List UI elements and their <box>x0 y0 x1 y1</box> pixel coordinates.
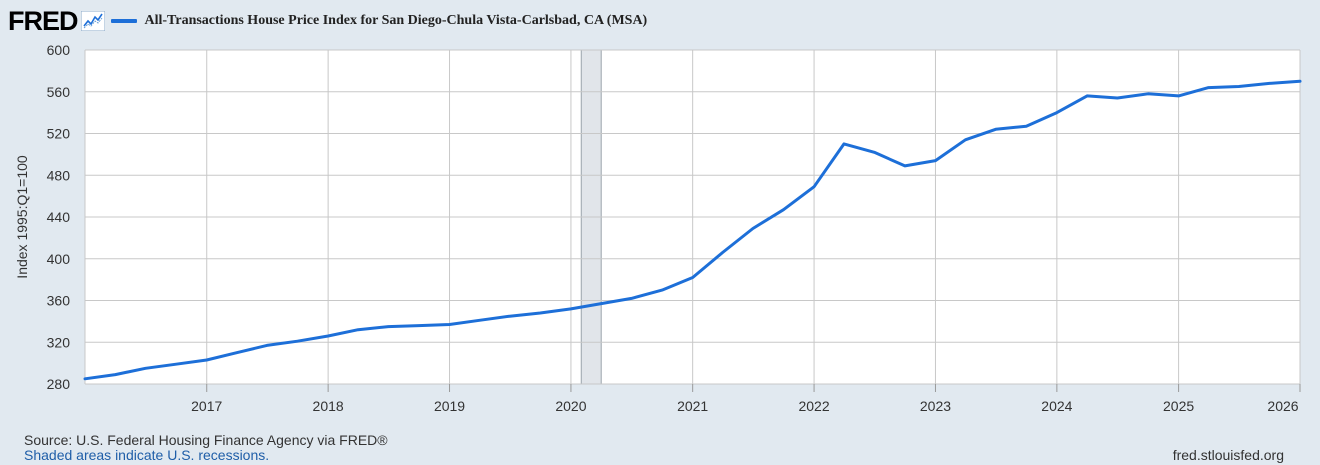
data-point[interactable] <box>1299 80 1302 83</box>
data-point[interactable] <box>387 325 390 328</box>
x-tick-label: 2020 <box>555 398 586 414</box>
y-axis-label: Index 1995:Q1=100 <box>14 155 30 279</box>
series-title: All-Transactions House Price Index for S… <box>144 13 648 28</box>
x-tick-label: 2017 <box>191 398 222 414</box>
data-point[interactable] <box>1055 111 1058 114</box>
chart-header: FRED All-Transactions House Price Index … <box>8 6 647 36</box>
data-point[interactable] <box>873 151 876 154</box>
data-point[interactable] <box>205 358 208 361</box>
data-point[interactable] <box>813 185 816 188</box>
data-point[interactable] <box>903 164 906 167</box>
data-point[interactable] <box>600 302 603 305</box>
data-point[interactable] <box>478 319 481 322</box>
y-tick-label: 360 <box>47 293 71 309</box>
y-tick-label: 520 <box>47 126 71 142</box>
graph-logo-icon <box>80 11 105 31</box>
y-tick-label: 320 <box>47 334 71 350</box>
x-tick-label: 2026 <box>1267 398 1298 414</box>
data-point[interactable] <box>630 297 633 300</box>
gridlines <box>84 49 1301 385</box>
x-tick-label: 2022 <box>798 398 829 414</box>
data-point[interactable] <box>691 276 694 279</box>
series-line[interactable] <box>83 79 1302 381</box>
data-point[interactable] <box>994 128 997 131</box>
data-point[interactable] <box>1086 94 1089 97</box>
data-point[interactable] <box>843 142 846 145</box>
data-point[interactable] <box>235 351 238 354</box>
series-layer <box>83 79 1302 381</box>
data-point[interactable] <box>327 334 330 337</box>
x-tick-label: 2025 <box>1163 398 1194 414</box>
data-point[interactable] <box>1177 94 1180 97</box>
data-point[interactable] <box>114 373 117 376</box>
data-point[interactable] <box>296 340 299 343</box>
source-note: Source: U.S. Federal Housing Finance Age… <box>24 432 388 448</box>
data-point[interactable] <box>934 159 937 162</box>
legend-swatch <box>110 19 137 23</box>
data-point[interactable] <box>721 251 724 254</box>
data-point[interactable] <box>1207 86 1210 89</box>
data-point[interactable] <box>265 344 268 347</box>
data-point[interactable] <box>508 315 511 318</box>
source-text[interactable]: U.S. Federal Housing Finance Agency via … <box>76 432 388 448</box>
x-tick-label: 2024 <box>1041 398 1072 414</box>
y-tick-label: 480 <box>47 167 71 183</box>
data-point[interactable] <box>417 324 420 327</box>
recession-note[interactable]: Shaded areas indicate U.S. recessions. <box>24 447 270 463</box>
data-point[interactable] <box>1025 125 1028 128</box>
line-chart: 280 320 360 400 440 480 520 560 600 2017 2018 2019… <box>14 42 1302 414</box>
data-point[interactable] <box>448 323 451 326</box>
x-tick-label: 2019 <box>434 398 465 414</box>
site-link[interactable]: fred.stlouisfed.org <box>1172 447 1284 463</box>
y-tick-label: 560 <box>47 84 71 100</box>
x-tick-label: 2023 <box>920 398 951 414</box>
data-point[interactable] <box>144 367 147 370</box>
y-tick-label: 280 <box>47 376 71 392</box>
data-point[interactable] <box>661 289 664 292</box>
data-point[interactable] <box>357 328 360 331</box>
y-tick-label: 400 <box>47 251 71 267</box>
source-prefix: Source: <box>24 432 77 448</box>
y-tick-label: 440 <box>47 209 71 225</box>
data-point[interactable] <box>751 227 754 230</box>
data-point[interactable] <box>964 138 967 141</box>
data-point[interactable] <box>1237 85 1240 88</box>
x-axis-ticks: 2017 2018 2019 2020 2021 2022 2023 2024 2025 2026 <box>191 384 1301 414</box>
fred-logo[interactable]: FRED <box>8 5 78 36</box>
data-point[interactable] <box>782 208 785 211</box>
data-point[interactable] <box>175 363 178 366</box>
data-point[interactable] <box>539 312 542 315</box>
data-point[interactable] <box>569 307 572 310</box>
data-point[interactable] <box>1116 97 1119 100</box>
data-point[interactable] <box>1147 92 1150 95</box>
y-tick-label: 600 <box>47 42 71 58</box>
x-tick-label: 2018 <box>313 398 344 414</box>
x-tick-label: 2021 <box>677 398 708 414</box>
y-axis-ticks: 280 320 360 400 440 480 520 560 600 <box>47 42 71 392</box>
data-point[interactable] <box>1268 82 1271 85</box>
data-point[interactable] <box>84 377 87 380</box>
